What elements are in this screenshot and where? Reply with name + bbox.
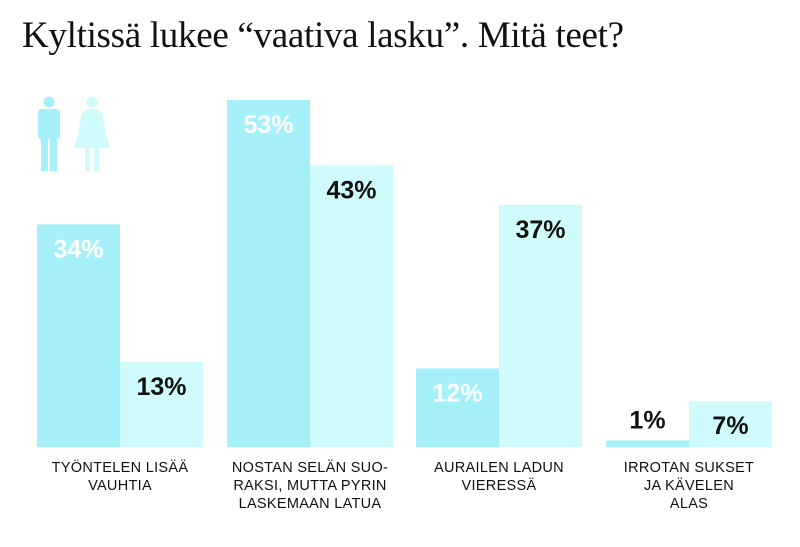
bar-value-label: 7% xyxy=(712,412,748,440)
category-label: AURAILEN LADUN VIERESSÄ xyxy=(434,460,564,494)
bar xyxy=(499,204,582,447)
chart-title: Kyltissä lukee “vaativa lasku”. Mitä tee… xyxy=(22,15,624,56)
male-figure-icon xyxy=(38,96,60,171)
bar-group: 12% 37% AURAILEN LADUN VIERESSÄ xyxy=(416,204,582,494)
bar-value-label: 53% xyxy=(243,111,293,139)
bar xyxy=(120,361,203,447)
bar-value-label: 37% xyxy=(515,216,565,244)
bar xyxy=(689,401,772,447)
bar xyxy=(606,440,689,447)
bar-group: 34% 13% TYÖNTELEN LISÄÄ VAUHTIA xyxy=(37,224,203,494)
bar xyxy=(227,100,310,447)
category-label: IRROTAN SUKSET JA KÄVELEN ALAS xyxy=(624,460,754,512)
category-label: TYÖNTELEN LISÄÄ VAUHTIA xyxy=(52,458,189,494)
bar-value-label: 1% xyxy=(629,406,665,434)
bar-value-label: 34% xyxy=(53,235,103,263)
bar-group: 53% 43% NOSTAN SELÄN SUO-RAKSI, MUTTA PYRI… xyxy=(227,100,393,512)
bar xyxy=(310,165,393,448)
bar-value-label: 43% xyxy=(326,176,376,204)
bar xyxy=(416,368,499,447)
bar xyxy=(37,224,120,447)
gender-legend xyxy=(38,96,110,171)
female-figure-icon xyxy=(74,96,110,171)
bar-value-label: 13% xyxy=(136,373,186,401)
category-label: NOSTAN SELÄN SUO-RAKSI, MUTTA PYRIN LASKE… xyxy=(232,459,388,512)
bar-group: 1% 7% IRROTAN SUKSET JA KÄVELEN ALAS xyxy=(606,401,772,512)
bar-value-label: 12% xyxy=(432,379,482,407)
